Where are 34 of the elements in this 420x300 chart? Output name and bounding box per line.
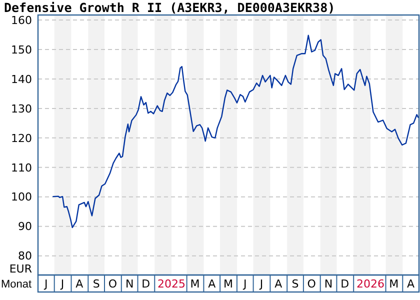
x-tick-label: M (389, 277, 399, 290)
x-tick-label: A (407, 277, 416, 290)
y-tick-label: 110 (11, 161, 32, 174)
x-tick-label: A (76, 277, 84, 290)
y-tick-label: 120 (11, 132, 32, 145)
x-tick-label: M (223, 277, 233, 290)
y-tick-label: 130 (11, 102, 32, 116)
x-tick-label: D (142, 277, 150, 290)
y-axis-title: EUR (9, 262, 32, 276)
x-tick-label: M (190, 277, 200, 290)
x-tick-label: A (208, 277, 216, 290)
x-tick-label: O (307, 277, 316, 290)
x-tick-label: 2025 (158, 277, 186, 290)
y-tick-label: 100 (11, 190, 32, 204)
x-tick-label: S (92, 277, 100, 290)
x-tick-label: J (258, 277, 264, 290)
line-series (52, 34, 420, 228)
x-tick-label: O (108, 277, 118, 290)
chart-title: Defensive Growth R II (A3EKR3, DE000A3EKR38) (4, 0, 336, 15)
x-tick-label: J (60, 277, 64, 290)
x-tick-label: A (274, 277, 283, 290)
y-tick-label: 160 (11, 14, 32, 27)
y-tick-label: 150 (11, 43, 32, 56)
x-tick-label: D (340, 277, 350, 290)
x-tick-label: J (44, 277, 48, 290)
x-tick-label: N (324, 277, 333, 290)
y-tick-label: 80 (18, 250, 32, 263)
x-tick-label: 2026 (356, 277, 384, 290)
x-tick-label: N (125, 277, 134, 290)
y-tick-label: 90 (18, 220, 32, 234)
x-axis-title: Monat (1, 278, 32, 290)
y-tick-label: 140 (11, 72, 32, 86)
x-tick-label: S (292, 277, 299, 290)
x-tick-label: J (242, 277, 247, 290)
